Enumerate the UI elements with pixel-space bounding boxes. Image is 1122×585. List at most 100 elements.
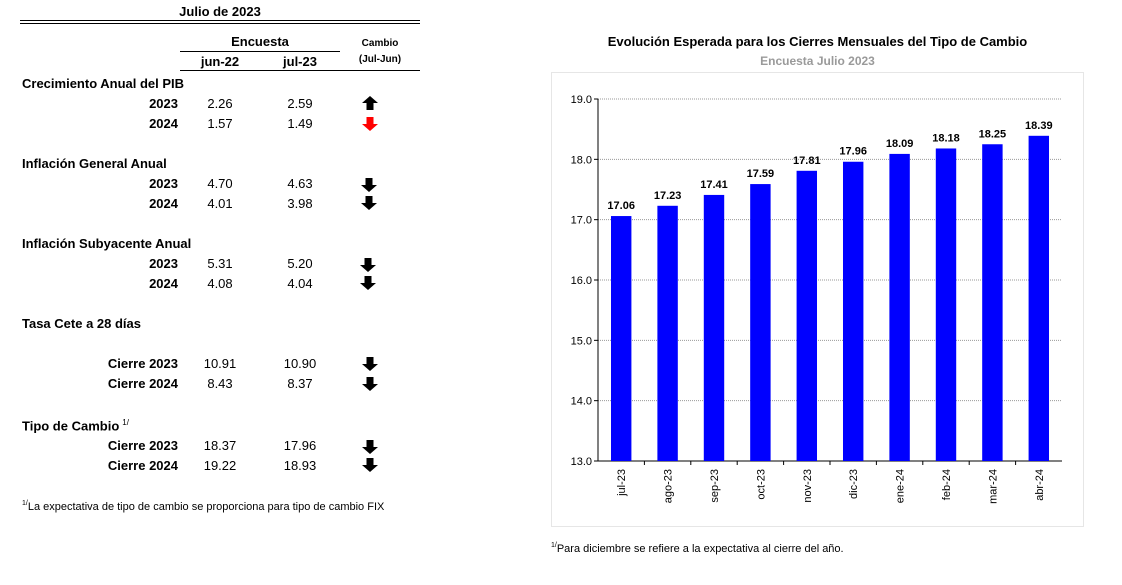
bar [610, 216, 632, 461]
row-value-jun22: 5.31 [207, 256, 233, 271]
row-value-jul23: 10.90 [283, 356, 317, 371]
section-label-gdp: Crecimiento Anual del PIB [22, 76, 185, 91]
row-value-jun22: 8.43 [207, 376, 233, 391]
x-tick-label: oct-23 [755, 469, 767, 500]
data-label: 17.06 [607, 200, 635, 212]
section-label-text: Tipo de Cambio [22, 418, 120, 434]
row-value-jun22: 4.08 [207, 276, 233, 291]
row-value-jun22: 18.37 [203, 438, 237, 453]
row-value-jul23: 4.04 [287, 276, 313, 291]
row-value-jul23: 1.49 [287, 116, 313, 131]
change-subheader: (Jul-Jun) [358, 54, 402, 65]
change-header: Cambio [361, 38, 399, 49]
arrow-down-icon [362, 458, 378, 472]
row-value-jun22: 10.91 [203, 356, 237, 371]
row-value-jul23: 4.63 [287, 176, 313, 191]
col-jun22-header: jun-22 [200, 54, 240, 69]
row-year: 2023 [149, 96, 178, 111]
bar [889, 153, 910, 462]
section-label-inflation: Inflación General Anual [22, 156, 167, 171]
data-label: 18.25 [979, 128, 1007, 140]
x-tick-label: ene-24 [895, 469, 907, 503]
row-year: Cierre 2024 [107, 458, 178, 473]
row-value-jul23: 18.93 [283, 458, 317, 473]
survey-header-rule [180, 51, 340, 52]
data-label: 17.41 [700, 179, 728, 191]
bar [982, 144, 1003, 461]
arrow-down-icon [360, 258, 376, 272]
chart-subtitle: Encuesta Julio 2023 [760, 54, 875, 68]
bar [935, 148, 957, 461]
bar [842, 161, 864, 461]
row-value-jun22: 4.70 [207, 176, 233, 191]
row-year: 2023 [149, 176, 178, 191]
arrow-up-icon [362, 96, 378, 110]
y-tick-label: 18.0 [571, 154, 592, 166]
section-label-exchange-rate: Tipo de Cambio 1/ [22, 418, 129, 433]
row-value-jun22: 2.26 [207, 96, 233, 111]
header-rule [180, 70, 420, 71]
survey-header: Encuesta [231, 34, 289, 49]
footnote-mark: 1/ [122, 418, 129, 427]
row-value-jun22: 4.01 [207, 196, 233, 211]
bar [1028, 135, 1050, 461]
bar-chart: 13.0 14.0 15.0 16.0 17.0 18.0 19.0 17.06 jul-23 1… [571, 94, 1062, 504]
row-year: 2024 [149, 276, 178, 291]
table-footnote: 1/La expectativa de tipo de cambio se pr… [22, 500, 384, 513]
arrow-down-red-icon [362, 117, 378, 131]
section-label-core-inflation: Inflación Subyacente Anual [22, 236, 192, 251]
bar [750, 184, 771, 461]
row-value-jul23: 5.20 [287, 256, 313, 271]
arrow-down-icon [362, 357, 378, 371]
data-label: 18.18 [932, 132, 960, 144]
chart-footnote: 1/Para diciembre se refiere a la expecta… [551, 542, 844, 555]
row-value-jul23: 17.96 [283, 438, 317, 453]
bar [796, 170, 818, 461]
footnote-mark: 1/ [551, 542, 557, 549]
row-value-jul23: 2.59 [287, 96, 313, 111]
data-label: 17.81 [793, 155, 821, 167]
x-tick-label: mar-24 [987, 469, 999, 504]
chart-title: Evolución Esperada para los Cierres Mens… [607, 34, 1028, 49]
section-label-cete: Tasa Cete a 28 días [22, 316, 141, 331]
y-tick-label: 13.0 [571, 456, 592, 468]
data-label: 17.23 [654, 190, 682, 202]
bar [657, 205, 678, 461]
row-year: Cierre 2024 [107, 376, 178, 391]
y-tick-label: 14.0 [571, 396, 592, 408]
footnote-text: La expectativa de tipo de cambio se prop… [27, 501, 385, 513]
arrow-down-icon [362, 377, 378, 391]
row-value-jul23: 3.98 [287, 196, 313, 211]
row-year: 2023 [149, 256, 178, 271]
chart-frame: 13.0 14.0 15.0 16.0 17.0 18.0 19.0 17.06 jul-23 1… [551, 72, 1084, 527]
col-jul23-header: jul-23 [283, 54, 317, 69]
arrow-down-icon [360, 276, 376, 290]
bar [703, 194, 725, 461]
title-rule [20, 20, 420, 24]
y-tick-label: 16.0 [571, 275, 592, 287]
data-label: 17.96 [839, 146, 867, 158]
y-tick-label: 17.0 [571, 215, 592, 227]
arrow-down-icon [361, 178, 377, 192]
x-tick-label: abr-24 [1034, 469, 1046, 501]
x-tick-label: ago-23 [663, 469, 675, 503]
row-year: Cierre 2023 [107, 356, 178, 371]
row-year: Cierre 2023 [107, 438, 178, 453]
data-label: 18.39 [1025, 120, 1053, 132]
table-title: Julio de 2023 [179, 4, 261, 19]
x-tick-label: dic-23 [848, 469, 860, 499]
footnote-text: Para diciembre se refiere a la expectati… [556, 543, 844, 555]
x-tick-label: nov-23 [802, 469, 814, 503]
row-value-jun22: 1.57 [207, 116, 233, 131]
y-tick-label: 15.0 [571, 335, 592, 347]
footnote-mark: 1/ [22, 500, 28, 507]
data-label: 18.09 [886, 138, 914, 150]
arrow-down-icon [361, 196, 377, 210]
row-year: 2024 [149, 116, 178, 131]
row-value-jun22: 19.22 [203, 458, 237, 473]
row-value-jul23: 8.37 [287, 376, 313, 391]
x-tick-label: sep-23 [709, 469, 721, 503]
data-label: 17.59 [747, 168, 775, 180]
arrow-down-icon [362, 440, 378, 454]
row-year: 2024 [149, 196, 178, 211]
